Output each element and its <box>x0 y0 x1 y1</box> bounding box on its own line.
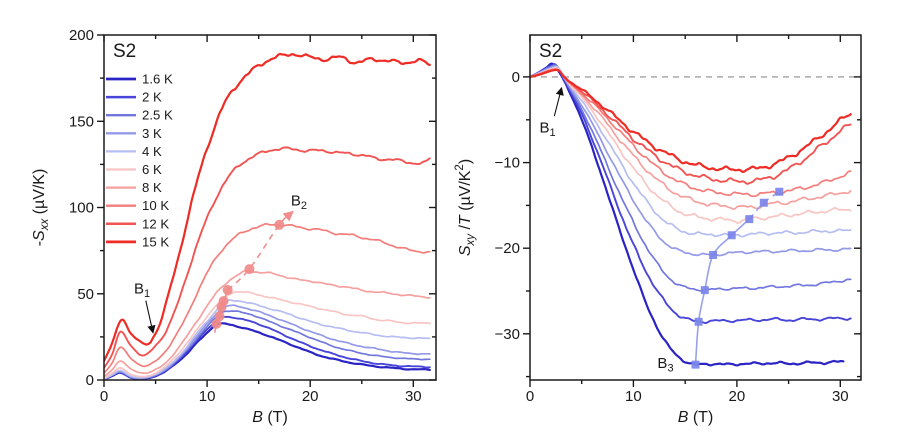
x-tick-label: 0 <box>526 388 534 405</box>
curve-right-6-K <box>530 67 852 224</box>
left-transition-trace <box>211 210 294 333</box>
trace-marker-circle <box>214 311 225 322</box>
trace-line-dashed <box>227 210 294 291</box>
x-tick-label: 10 <box>625 388 642 405</box>
trace-marker-circle <box>274 219 285 230</box>
legend-label-2-K: 2 K <box>142 90 162 105</box>
trace-marker-circle <box>222 285 233 295</box>
left-x-axis-label: B (T) <box>252 409 288 426</box>
trace-marker-square <box>700 286 709 295</box>
legend-label-3-K: 3 K <box>142 126 162 141</box>
legend-label-12-K: 12 K <box>142 216 169 231</box>
x-tick-label: 10 <box>199 388 216 405</box>
left-panel-title: S2 <box>113 41 136 62</box>
legend-label-15-K: 15 K <box>142 234 169 249</box>
legend-label-2-5-K: 2.5 K <box>142 108 173 123</box>
trace-marker-square <box>727 231 736 240</box>
right-y-axis-label: Sxy /T (µV/K2) <box>454 159 477 256</box>
curve-right-15-K <box>530 68 852 173</box>
x-tick-label: 20 <box>302 388 319 405</box>
legend-label-10-K: 10 K <box>142 198 169 213</box>
axes-frame <box>529 34 862 381</box>
x-tick-label: 20 <box>729 388 746 405</box>
axis-ticks <box>97 34 436 387</box>
curve-left-6-K <box>104 290 431 380</box>
trace-marker-square <box>775 187 784 196</box>
temperature-legend: 1.6 K 2 K 2.5 K 3 K 4 K 6 K 8 K 10 K 12 K 15 K <box>106 72 173 249</box>
trace-marker-circle <box>218 296 229 306</box>
y-tick-label: −30 <box>495 326 520 343</box>
y-tick-label: −20 <box>495 240 520 257</box>
y-tick-label: 50 <box>77 286 94 303</box>
trace-marker-square <box>759 198 768 207</box>
y-tick-label: 150 <box>69 113 94 130</box>
annotation-label-B1: B1 <box>134 281 150 301</box>
annotation-label-B1: B1 <box>540 120 556 140</box>
trace-marker-square <box>745 215 754 224</box>
axis-ticks <box>523 35 861 387</box>
left-panel: B1 B2 0 10 20 30 0 50 100 150 200 B (T) -Sxx (µV/K) S… <box>31 27 437 426</box>
y-tick-label: 100 <box>69 200 94 217</box>
trace-marker-circle <box>211 318 222 329</box>
y-tick-label: 200 <box>69 27 94 44</box>
legend-label-8-K: 8 K <box>142 180 162 195</box>
annotation-arrow <box>145 300 156 334</box>
curve-left-15-K <box>104 52 431 363</box>
trace-marker-square <box>691 360 700 369</box>
annotation-label-B3: B3 <box>657 355 673 375</box>
trace-marker-square <box>694 317 703 326</box>
y-tick-label: −10 <box>495 155 520 172</box>
curve-right-3-K <box>530 65 852 257</box>
legend-label-4-K: 4 K <box>142 144 162 159</box>
right-panel: B1 B3 0 10 20 30 0 −10 −20 −30 B (T) Sxy /T (µV/K2)… <box>454 34 862 426</box>
curve-left-8-K <box>104 270 431 378</box>
legend-label-1-6-K: 1.6 K <box>142 72 173 87</box>
trace-marker-circle <box>244 264 255 275</box>
x-tick-label: 30 <box>405 388 422 405</box>
legend-label-6-K: 6 K <box>142 162 162 177</box>
curve-left-10-K <box>104 222 431 374</box>
right-x-axis-label: B (T) <box>678 409 714 426</box>
y-tick-label: 0 <box>86 372 94 389</box>
x-tick-label: 0 <box>100 388 108 405</box>
trace-line-dashed <box>748 191 780 220</box>
x-tick-label: 30 <box>832 388 849 405</box>
right-panel-title: S2 <box>539 41 562 62</box>
curve-left-12-K <box>104 146 431 369</box>
y-tick-label: 0 <box>512 69 520 86</box>
annotation-arrow <box>553 86 564 117</box>
left-y-axis-label: -Sxx (µV/K) <box>31 169 51 247</box>
right-transition-trace <box>691 187 784 369</box>
annotation-label-B2: B2 <box>291 193 307 213</box>
trace-marker-square <box>709 251 718 259</box>
